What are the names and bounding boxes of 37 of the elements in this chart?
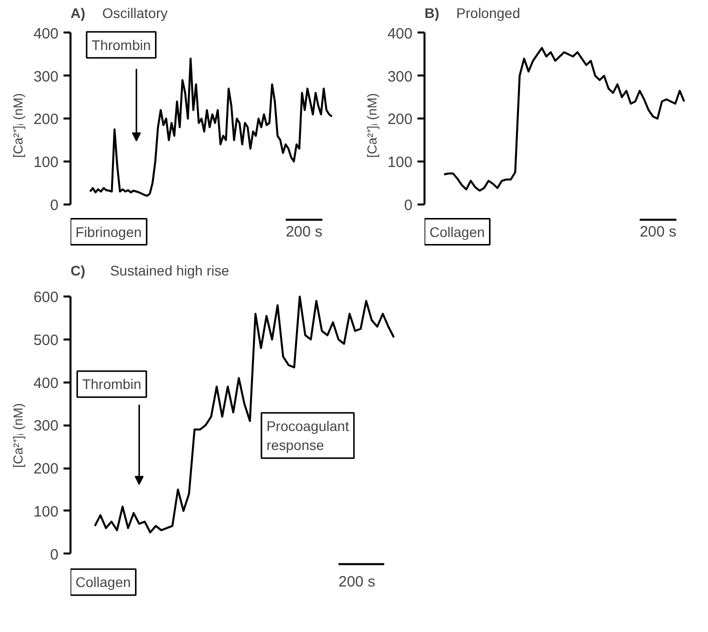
text: Collagen <box>430 224 485 240</box>
y-tick-label: 200 <box>387 111 413 128</box>
y-tick-label: 400 <box>387 25 413 42</box>
annotation: Procoagulant response <box>266 418 350 454</box>
chart-title: A) <box>70 4 86 21</box>
line-series <box>89 58 333 197</box>
y-tick-label: 400 <box>33 374 59 392</box>
y-axis-title: [Ca²⁺]ᵢ (nM) <box>10 403 26 468</box>
y-tick-label: 300 <box>33 418 59 435</box>
y-tick-label: 100 <box>33 503 59 520</box>
line-series <box>443 46 686 192</box>
y-tick-label: 0 <box>50 546 58 564</box>
chart-title: B) <box>424 4 440 21</box>
y-tick-label: 0 <box>50 196 58 214</box>
y-tick-label: 600 <box>33 289 59 306</box>
text: 200 s <box>286 223 322 240</box>
y-tick-label: 300 <box>387 68 413 86</box>
y-tick-label: 400 <box>33 25 59 42</box>
y-tick-label: 500 <box>33 332 59 349</box>
text: Fibrinogen <box>76 224 142 240</box>
chart-subtitle: Prolonged <box>456 4 520 21</box>
y-tick-label: 0 <box>404 196 412 214</box>
y-tick-label: 200 <box>33 111 59 128</box>
annotation: Thrombin <box>82 376 142 392</box>
y-tick-label: 300 <box>33 68 59 86</box>
annotation: Thrombin <box>92 36 151 53</box>
y-axis-title: [Ca²⁺]ᵢ (nM) <box>10 93 26 158</box>
text: 200 s <box>640 223 676 240</box>
y-tick-label: 200 <box>33 460 59 478</box>
y-axis-title: [Ca²⁺]ᵢ (nM) <box>364 93 380 158</box>
chart-title: C) <box>70 262 86 279</box>
chart-subtitle: Oscillatory <box>102 4 168 21</box>
text: Collagen <box>76 574 131 590</box>
chart-subtitle: Sustained high rise <box>110 262 230 279</box>
y-tick-label: 100 <box>33 154 59 171</box>
y-tick-label: 100 <box>387 154 413 171</box>
text: 200 s <box>338 574 376 591</box>
